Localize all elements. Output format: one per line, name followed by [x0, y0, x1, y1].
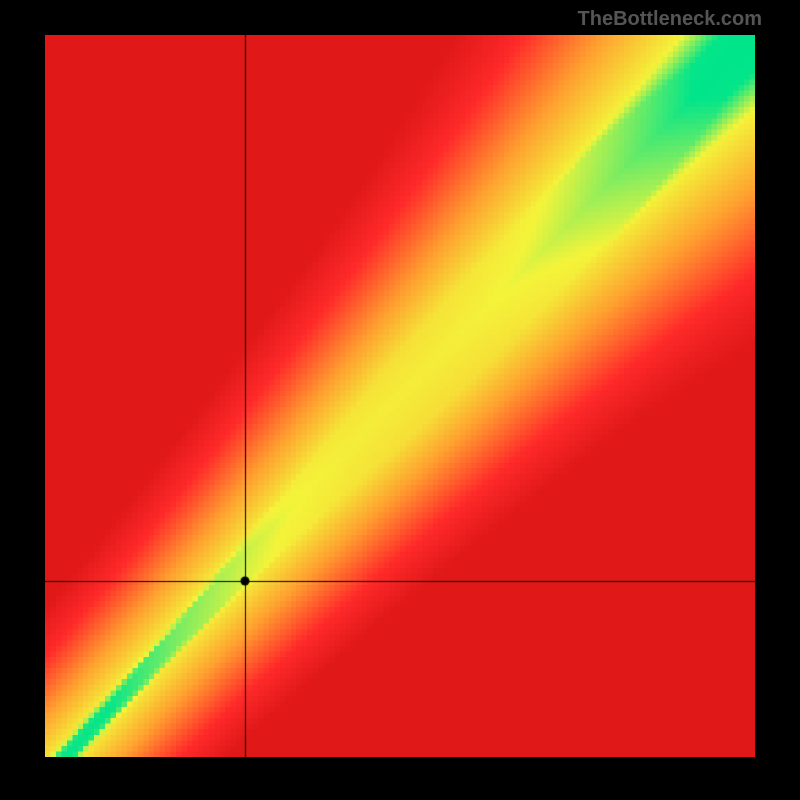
chart-container: TheBottleneck.com	[0, 0, 800, 800]
watermark-text: TheBottleneck.com	[578, 8, 762, 31]
bottleneck-heatmap	[45, 35, 755, 757]
